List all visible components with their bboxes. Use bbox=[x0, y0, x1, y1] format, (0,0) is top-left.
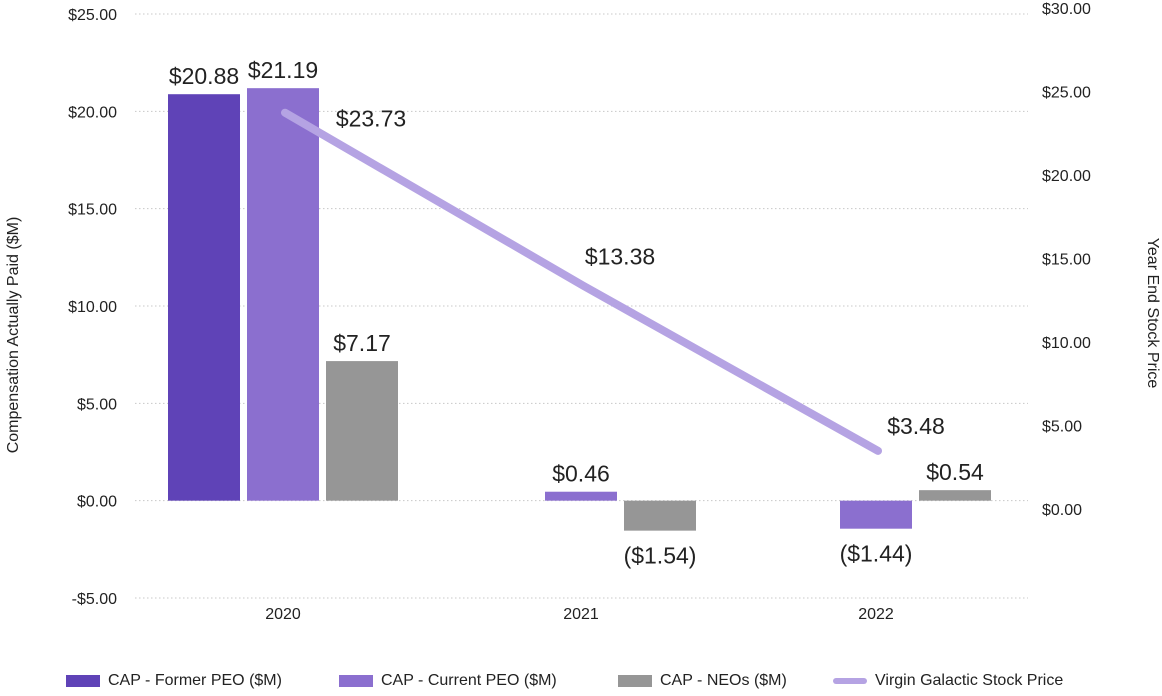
legend-swatch-current-peo bbox=[339, 675, 373, 687]
legend-item-neos: CAP - NEOs ($M) bbox=[618, 672, 787, 690]
x-tick-label: 2020 bbox=[265, 606, 301, 623]
y-tick-label: $10.00 bbox=[68, 299, 117, 316]
bar-data-label: ($1.44) bbox=[840, 541, 913, 567]
bar bbox=[326, 361, 398, 501]
bar-data-label: $20.88 bbox=[169, 63, 239, 89]
legend-label-stock-price: Virgin Galactic Stock Price bbox=[875, 672, 1064, 689]
line-data-label: $3.48 bbox=[887, 413, 945, 439]
x-tick-label: 2022 bbox=[858, 606, 894, 623]
y-tick-label: $0.00 bbox=[77, 494, 117, 511]
legend-item-current-peo: CAP - Current PEO ($M) bbox=[339, 672, 557, 690]
bar-data-label: $0.54 bbox=[926, 459, 984, 485]
bar bbox=[840, 500, 912, 529]
y2-tick-label: $15.00 bbox=[1042, 252, 1091, 269]
legend: CAP - Former PEO ($M) CAP - Current PEO … bbox=[0, 672, 1162, 696]
legend-item-stock-price: Virgin Galactic Stock Price bbox=[833, 672, 1063, 690]
right-axis-ticks: $30.00 $25.00 $20.00 $15.00 $10.00 $5.00 $0.00 bbox=[1042, 1, 1091, 519]
y2-tick-label: $10.00 bbox=[1042, 335, 1091, 352]
x-tick-label: 2021 bbox=[563, 606, 599, 623]
y-tick-label: -$5.00 bbox=[72, 591, 117, 608]
bar bbox=[919, 490, 991, 501]
y-tick-label: $15.00 bbox=[68, 202, 117, 219]
line-data-label: $13.38 bbox=[585, 244, 655, 270]
y-tick-label: $25.00 bbox=[68, 7, 117, 24]
y-axis-title: Compensation Actually Paid ($M) bbox=[5, 217, 22, 454]
legend-item-former-peo: CAP - Former PEO ($M) bbox=[66, 672, 282, 690]
bar bbox=[545, 491, 617, 501]
left-axis-ticks: $25.00 $20.00 $15.00 $10.00 $5.00 $0.00 -$5.00 bbox=[68, 7, 117, 608]
bar-data-label: $21.19 bbox=[248, 57, 318, 83]
y2-tick-label: $0.00 bbox=[1042, 502, 1082, 519]
y2-tick-label: $5.00 bbox=[1042, 419, 1082, 436]
x-axis-ticks: 2020 2021 2022 bbox=[265, 606, 894, 623]
bar bbox=[624, 500, 696, 531]
y2-tick-label: $30.00 bbox=[1042, 1, 1091, 18]
stock-price-line bbox=[281, 108, 882, 455]
line-data-label: $23.73 bbox=[336, 106, 406, 132]
legend-label-neos: CAP - NEOs ($M) bbox=[660, 672, 787, 689]
y2-axis-title: Year End Stock Price bbox=[1144, 238, 1161, 389]
y-tick-label: $5.00 bbox=[77, 396, 117, 413]
bar-data-label: ($1.54) bbox=[624, 543, 697, 569]
cap-vs-stock-price-chart: $25.00 $20.00 $15.00 $10.00 $5.00 $0.00 -$5.00… bbox=[5, 1, 1161, 623]
legend-swatch-stock-price bbox=[833, 678, 867, 684]
legend-swatch-neos bbox=[618, 675, 652, 687]
legend-label-current-peo: CAP - Current PEO ($M) bbox=[381, 672, 557, 689]
legend-label-former-peo: CAP - Former PEO ($M) bbox=[108, 672, 282, 689]
y2-tick-label: $25.00 bbox=[1042, 85, 1091, 102]
bar-data-label: $7.17 bbox=[333, 330, 391, 356]
bar-data-label: $0.46 bbox=[552, 461, 610, 487]
stock-price-line-group bbox=[281, 108, 882, 455]
bars bbox=[168, 88, 991, 531]
legend-swatch-former-peo bbox=[66, 675, 100, 687]
bar bbox=[168, 94, 240, 501]
y2-tick-label: $20.00 bbox=[1042, 168, 1091, 185]
data-labels: $20.88 $21.19 $0.46 ($1.44) $7.17 ($1.54) $0.5… bbox=[169, 57, 984, 568]
y-tick-label: $20.00 bbox=[68, 104, 117, 121]
bar bbox=[247, 88, 319, 501]
